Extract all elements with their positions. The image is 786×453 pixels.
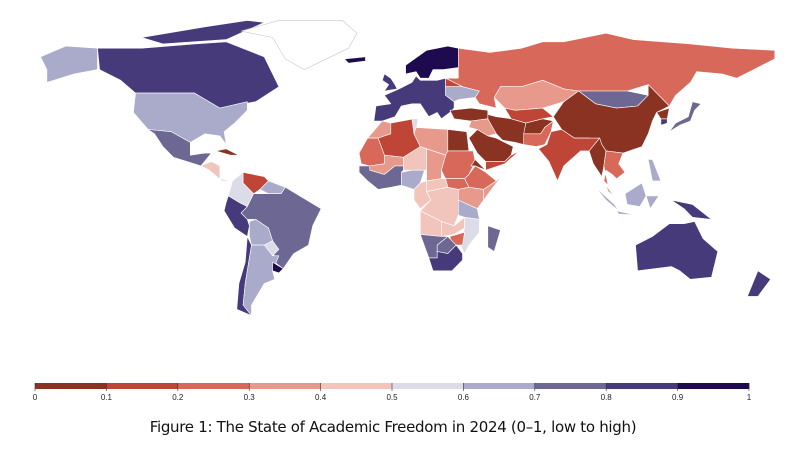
region-indochina xyxy=(603,150,626,186)
region-philippines xyxy=(647,159,662,182)
figure-caption: Figure 1: The State of Academic Freedom … xyxy=(149,418,637,436)
region-turkey xyxy=(449,107,489,122)
legend-tick-label: 0.1 xyxy=(101,393,113,402)
legend-swatch xyxy=(177,383,250,389)
legend-tick-label: 1 xyxy=(747,393,752,402)
legend-tick-label: 0.9 xyxy=(672,393,684,402)
legend-swatch xyxy=(106,383,179,389)
region-cuba xyxy=(215,148,240,156)
region-west-africa xyxy=(358,165,404,190)
region-canada-arctic xyxy=(141,20,265,45)
region-egypt xyxy=(447,129,470,152)
legend-tick-label: 0.6 xyxy=(458,393,470,402)
region-java xyxy=(616,210,636,216)
legend-tick-label: 0.8 xyxy=(601,393,613,402)
legend-tick-label: 0.5 xyxy=(386,393,398,402)
region-sumatra xyxy=(595,187,620,212)
legend-swatch xyxy=(606,383,678,389)
legend-swatch xyxy=(35,383,107,389)
legend-swatch xyxy=(677,383,750,389)
legend-tick-label: 0.4 xyxy=(315,393,327,402)
region-scandinavia xyxy=(405,45,459,79)
region-saudi-arabia xyxy=(468,129,514,162)
legend-swatch xyxy=(534,383,607,389)
legend-tick-label: 0 xyxy=(33,393,38,402)
region-malaysia xyxy=(605,184,615,197)
world-choropleth-map xyxy=(40,20,776,317)
color-scale-legend: 0 0.1 0.2 0.3 0.4 0.5 0.6 0.7 0.8 0.9 1 xyxy=(33,383,752,402)
region-south-africa xyxy=(428,244,463,272)
region-new-guinea xyxy=(671,199,712,220)
legend-tick-label: 0.2 xyxy=(172,393,184,402)
region-uk xyxy=(381,73,398,92)
region-borneo xyxy=(624,182,647,207)
region-greenland xyxy=(240,20,358,70)
region-australia xyxy=(635,221,719,280)
region-new-zealand xyxy=(747,270,771,297)
legend-swatch xyxy=(249,383,321,389)
legend-tick-label: 0.7 xyxy=(529,393,541,402)
region-south-korea xyxy=(660,118,668,126)
region-alaska xyxy=(40,45,98,83)
region-iceland xyxy=(344,56,366,64)
legend-swatch xyxy=(320,383,393,389)
legend-tick-label: 0.3 xyxy=(244,393,256,402)
region-russia xyxy=(445,32,776,109)
region-central-america xyxy=(200,161,231,182)
region-eritrea xyxy=(470,159,487,171)
region-north-korea xyxy=(656,107,670,120)
region-sulawesi xyxy=(645,195,660,209)
region-argentina xyxy=(242,244,280,317)
region-uruguay xyxy=(272,261,284,274)
region-mozambique xyxy=(460,217,480,254)
region-pakistan xyxy=(523,120,554,147)
region-madagascar xyxy=(487,225,501,252)
region-japan xyxy=(668,101,702,132)
legend-swatch xyxy=(392,383,464,389)
legend-swatch xyxy=(463,383,536,389)
region-mexico xyxy=(147,129,212,167)
